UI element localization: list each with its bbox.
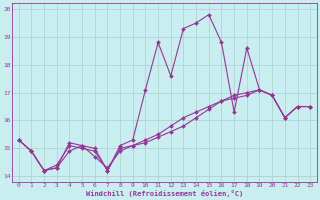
X-axis label: Windchill (Refroidissement éolien,°C): Windchill (Refroidissement éolien,°C): [86, 190, 243, 197]
